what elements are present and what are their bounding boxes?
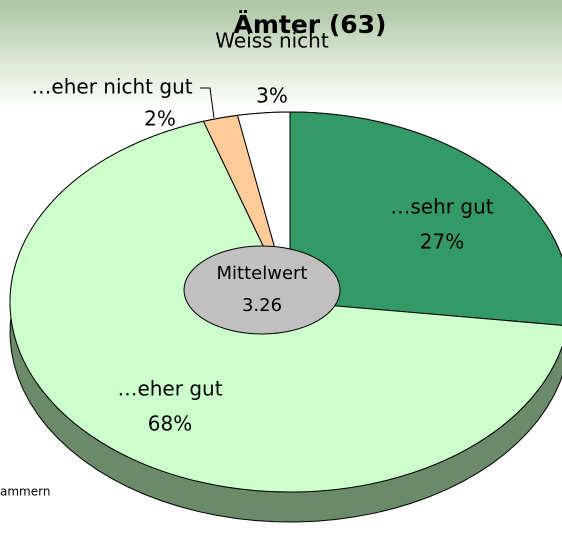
- value-label: 27%: [420, 230, 464, 254]
- mean-label: Mittelwert: [217, 263, 308, 284]
- value-label: 3%: [256, 84, 288, 108]
- mean-badge: [184, 246, 340, 334]
- value-label: 68%: [148, 412, 192, 436]
- chart: Ämter (63) ammern …sehr gut27%…eher gut6…: [0, 0, 562, 536]
- mean-value: 3.26: [242, 295, 282, 316]
- slice-label: …sehr gut: [390, 195, 493, 219]
- page: {"chart_data": {"type": "pie", "title": …: [0, 0, 562, 536]
- slice-label: …eher nicht gut: [31, 75, 192, 99]
- value-label: 2%: [144, 107, 176, 131]
- slice-label: …eher gut: [117, 377, 222, 401]
- slice-label: Weiss nicht: [215, 29, 329, 53]
- footnote: ammern: [0, 485, 50, 499]
